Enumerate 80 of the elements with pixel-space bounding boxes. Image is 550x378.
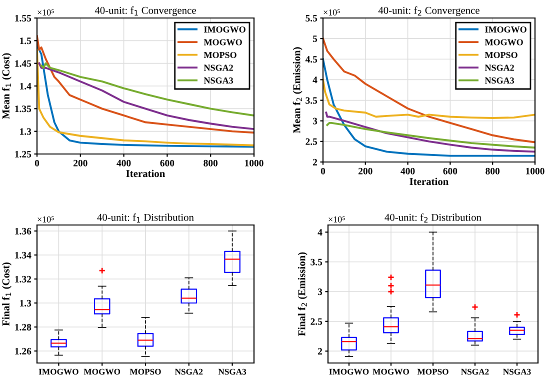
chart-title: 40-unit: f$_{1}$ Convergence	[94, 6, 196, 16]
x-tick-label: 0	[34, 160, 40, 166]
line-series	[323, 58, 535, 157]
legend-label: NSGA2	[204, 64, 233, 71]
y-tick-label: 3.5	[310, 258, 322, 266]
y-axis-title: Mean f$_{2}$ (Emission)	[292, 47, 302, 134]
chart-title: 40-unit: f$_{1}$ Distribution	[97, 213, 194, 222]
y-tick-label: 2	[312, 158, 318, 166]
y-tick-label: 1.34	[15, 252, 32, 259]
y-tick-label: 1.36	[15, 228, 32, 235]
y-tick-label: 5.5	[306, 15, 318, 22]
x-tick-label: 200	[74, 160, 88, 166]
y-axis-title: Final f$_{1}$ (Cost)	[2, 262, 12, 326]
y-tick-label: 1.5	[20, 38, 32, 44]
x-tick-label: 400	[116, 160, 131, 166]
x-tick-label: 1000	[526, 168, 544, 174]
legend-label: MOGWO	[204, 39, 242, 46]
y-tick-label: 4	[318, 229, 322, 236]
legend-label: NSGA2	[484, 64, 514, 71]
x-tick-label: 200	[358, 168, 372, 174]
x-tick-label: 600	[443, 168, 458, 174]
y-tick-label: 1.28	[15, 324, 32, 331]
x-tick-label: 0	[320, 168, 326, 174]
x-tick-label: NSGA2	[174, 368, 203, 375]
x-tick-label: 800	[486, 168, 500, 174]
text: ×10⁵	[328, 216, 345, 222]
x-tick-label: IMOGWO	[38, 368, 78, 375]
y-tick-label: 1.3	[20, 128, 32, 135]
line-series	[323, 78, 535, 119]
legend-label: IMOGWO	[204, 26, 246, 33]
x-tick-label: MOGWO	[84, 368, 120, 375]
line-series	[325, 112, 535, 153]
y-tick-label: 2.5	[306, 138, 318, 145]
text: ×10⁵	[324, 9, 340, 16]
y-tick-label: 1.4	[20, 82, 32, 90]
x-tick-label: MOPSO	[417, 368, 448, 375]
legend-label: MOPSO	[204, 52, 236, 58]
line-series	[38, 62, 254, 130]
y-tick-label: 1.32	[15, 276, 32, 283]
chart-title: 40-unit: f$_{2}$ Distribution	[384, 213, 482, 222]
y-tick-label: 3	[312, 118, 318, 124]
y-tick-label: 1.55	[15, 14, 32, 22]
x-tick-label: MOPSO	[130, 368, 161, 375]
y-tick-label: 1.35	[15, 106, 32, 112]
x-tick-label: IMOGWO	[329, 368, 369, 375]
y-tick-label: 4	[312, 76, 318, 84]
legend-label: MOGWO	[484, 39, 523, 46]
line-series	[40, 62, 254, 116]
y-axis-title: Final f$_{2}$ (Emission)	[298, 252, 308, 336]
x-tick-label: NSGA2	[461, 368, 489, 375]
x-tick-label: 1000	[245, 160, 264, 166]
legend-label: NSGA3	[204, 77, 234, 84]
y-tick-label: 2	[318, 348, 322, 354]
text: ×10⁵	[38, 216, 54, 222]
x-tick-label: NSGA3	[218, 368, 246, 375]
y-axis-title: Mean f$_{1}$ (Cost)	[2, 53, 12, 119]
legend-label: MOPSO	[484, 52, 518, 58]
x-tick-label: 400	[400, 168, 415, 174]
y-tick-label: 3.5	[306, 97, 318, 104]
y-tick-label: 1.25	[15, 150, 32, 158]
chart-title: 40-unit: f$_{2}$ Convergence	[378, 6, 480, 16]
y-tick-label: 1.45	[15, 60, 32, 67]
x-tick-label: MOGWO	[372, 368, 409, 375]
text: ×10⁵	[38, 9, 54, 16]
x-axis-title: Iteration	[126, 170, 166, 178]
x-tick-label: NSGA3	[503, 368, 531, 375]
legend-label: IMOGWO	[485, 26, 526, 33]
y-tick-label: 5	[312, 36, 318, 42]
line-series	[37, 35, 254, 134]
y-tick-label: 1.3	[20, 300, 32, 307]
line-series	[326, 122, 535, 149]
y-tick-label: 3	[318, 288, 322, 296]
y-tick-label: 1.26	[15, 348, 32, 355]
x-tick-label: 800	[204, 160, 218, 166]
x-axis-title: Iteration	[410, 178, 449, 186]
y-tick-label: 2.5	[310, 318, 322, 325]
x-tick-label: 600	[160, 160, 174, 166]
legend-label: NSGA3	[484, 77, 514, 84]
line-series	[323, 38, 535, 144]
y-tick-label: 4.5	[305, 56, 318, 63]
